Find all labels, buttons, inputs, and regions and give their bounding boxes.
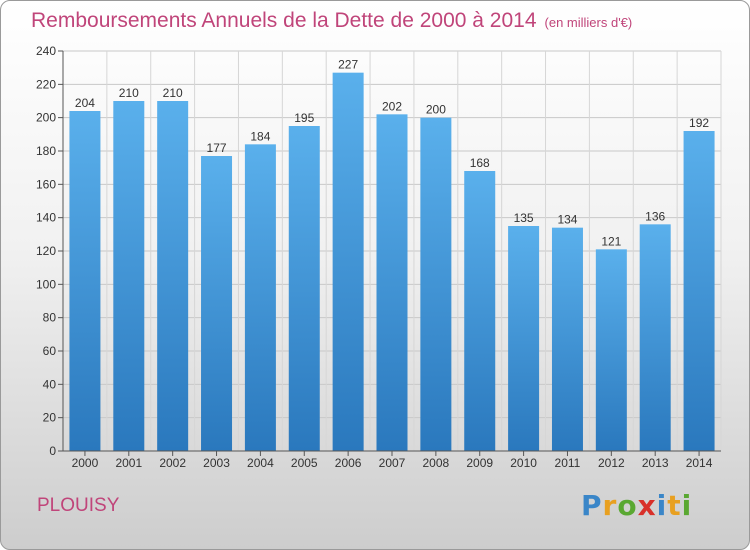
value-label: 210 bbox=[163, 86, 183, 100]
logo-letter: x bbox=[637, 489, 657, 522]
logo-letter: i bbox=[656, 489, 668, 522]
bar bbox=[201, 156, 233, 451]
x-tick-label: 2000 bbox=[72, 456, 99, 470]
chart-subtitle: (en milliers d'€) bbox=[544, 15, 633, 30]
value-label: 195 bbox=[294, 111, 314, 125]
bar bbox=[464, 171, 496, 451]
bar bbox=[113, 101, 145, 451]
chart-title-text: Remboursements Annuels de la Dette de 20… bbox=[31, 9, 537, 32]
y-tick-label: 180 bbox=[36, 144, 56, 158]
y-tick-label: 20 bbox=[43, 411, 57, 425]
value-label: 202 bbox=[382, 99, 402, 113]
x-tick-label: 2009 bbox=[466, 456, 493, 470]
value-label: 136 bbox=[645, 209, 665, 223]
y-tick-label: 100 bbox=[36, 277, 56, 291]
value-label: 177 bbox=[207, 141, 227, 155]
y-tick-label: 40 bbox=[43, 377, 57, 391]
logo-letter: r bbox=[602, 489, 618, 522]
bar bbox=[376, 114, 408, 451]
proxiti-logo: Proxiti bbox=[581, 489, 692, 522]
bar bbox=[332, 72, 364, 452]
value-label: 168 bbox=[470, 156, 490, 170]
chart-title: Remboursements Annuels de la Dette de 20… bbox=[31, 9, 632, 33]
y-tick-label: 200 bbox=[36, 111, 56, 125]
bar bbox=[508, 226, 540, 451]
value-label: 121 bbox=[601, 234, 621, 248]
value-label: 204 bbox=[75, 96, 95, 110]
y-tick-label: 140 bbox=[36, 211, 56, 225]
x-tick-label: 2002 bbox=[159, 456, 186, 470]
y-tick-label: 60 bbox=[43, 344, 57, 358]
x-tick-label: 2008 bbox=[423, 456, 450, 470]
logo-letter: t bbox=[667, 489, 682, 522]
x-tick-label: 2006 bbox=[335, 456, 362, 470]
y-tick-label: 80 bbox=[43, 311, 57, 325]
logo-letter: o bbox=[617, 489, 638, 522]
bars bbox=[69, 72, 715, 452]
value-label: 200 bbox=[426, 103, 446, 117]
value-label: 227 bbox=[338, 58, 358, 72]
bar bbox=[595, 249, 627, 451]
bar bbox=[244, 144, 276, 452]
value-label: 134 bbox=[557, 213, 577, 227]
value-labels: 204 210 210 177 184 195 227 202 200 168 135 134 121 1… bbox=[75, 58, 709, 249]
x-tick-label: 2011 bbox=[555, 456, 581, 470]
y-tick-label: 160 bbox=[36, 177, 56, 191]
value-label: 192 bbox=[689, 116, 709, 130]
bar bbox=[683, 131, 715, 451]
bar bbox=[551, 227, 583, 451]
x-tick-label: 2010 bbox=[510, 456, 537, 470]
y-tick-label: 240 bbox=[36, 44, 56, 58]
x-tick-label: 2003 bbox=[203, 456, 230, 470]
value-label: 210 bbox=[119, 86, 139, 100]
x-tick-label: 2004 bbox=[247, 456, 274, 470]
logo-letter: i bbox=[681, 489, 693, 522]
value-label: 184 bbox=[250, 129, 270, 143]
bar bbox=[69, 111, 101, 451]
logo-letter: P bbox=[581, 489, 603, 522]
x-tick-label: 2013 bbox=[642, 456, 669, 470]
x-tick-label: 2012 bbox=[598, 456, 625, 470]
y-tick-label: 120 bbox=[36, 244, 56, 258]
town-name: PLOUISY bbox=[37, 495, 120, 516]
bar bbox=[639, 224, 671, 451]
x-tick-label: 2007 bbox=[379, 456, 406, 470]
axes: 0 20 40 60 80 100 120 140 160 180 200 220 240 2000 200… bbox=[36, 44, 721, 470]
value-label: 135 bbox=[514, 211, 534, 225]
x-tick-label: 2001 bbox=[115, 456, 142, 470]
y-tick-label: 220 bbox=[36, 77, 56, 91]
bar bbox=[420, 117, 452, 452]
bar bbox=[288, 126, 320, 451]
x-tick-label: 2005 bbox=[291, 456, 318, 470]
x-tick-label: 2014 bbox=[686, 456, 713, 470]
bar bbox=[157, 101, 189, 451]
y-tick-label: 0 bbox=[49, 444, 56, 458]
